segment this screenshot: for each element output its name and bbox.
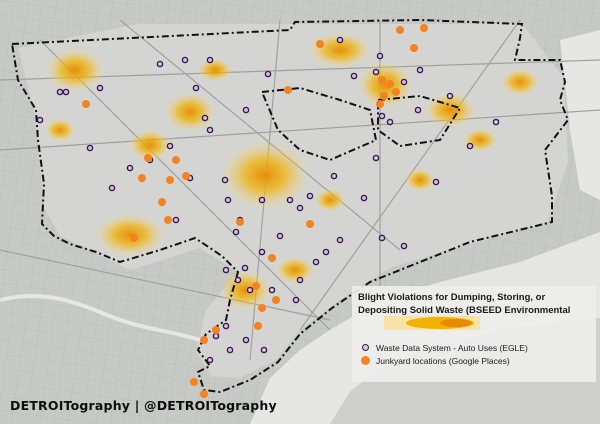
legend-item-label: Waste Data System - Auto Uses (EGLE) <box>376 342 528 353</box>
egle-auto-use-points <box>36 36 500 364</box>
orange-dot-icon <box>360 356 370 365</box>
heat-gradient-swatch <box>384 316 480 330</box>
legend-item-junkyard: Junkyard locations (Google Places) <box>358 354 510 367</box>
river-rouge <box>0 293 201 342</box>
credit-text: DETROITography | @DETROITography <box>10 398 277 413</box>
map-legend: Blight Violations for Dumping, Storing, … <box>358 291 594 366</box>
enclave-highland-park <box>377 94 462 148</box>
junkyard-points <box>82 24 428 398</box>
enclave-hamtramck <box>260 86 378 162</box>
purple-ring-dot-icon <box>361 344 369 351</box>
legend-title-line-2: Depositing Solid Waste (BSEED Environmen… <box>358 305 571 316</box>
lake-st-clair <box>560 30 600 200</box>
legend-item-egle: Waste Data System - Auto Uses (EGLE) <box>358 341 528 354</box>
legend-item-label: Junkyard locations (Google Places) <box>376 355 510 366</box>
legend-panel <box>352 286 596 382</box>
city-boundary <box>10 18 570 394</box>
legend-title-line-1: Blight Violations for Dumping, Storing, … <box>358 292 546 303</box>
